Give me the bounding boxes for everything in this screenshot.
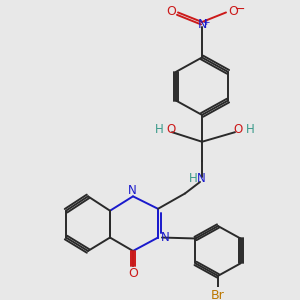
Text: O: O — [128, 267, 138, 280]
Text: O: O — [167, 123, 176, 136]
Text: N: N — [128, 184, 136, 197]
Text: H: H — [155, 123, 164, 136]
Text: −: − — [235, 3, 245, 16]
Text: +: + — [202, 17, 210, 26]
Text: H: H — [189, 172, 197, 185]
Text: N: N — [197, 18, 207, 32]
Text: O: O — [228, 5, 238, 18]
Text: H: H — [246, 123, 255, 136]
Text: O: O — [166, 5, 176, 18]
Text: O: O — [233, 123, 243, 136]
Text: Br: Br — [211, 289, 225, 300]
Text: N: N — [160, 231, 169, 244]
Text: N: N — [196, 172, 206, 185]
